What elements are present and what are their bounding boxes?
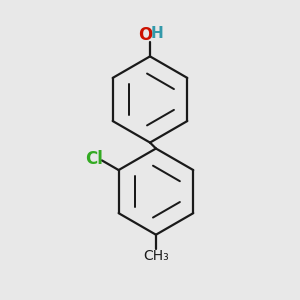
Text: O: O xyxy=(138,26,152,44)
Text: CH₃: CH₃ xyxy=(143,248,169,262)
Text: H: H xyxy=(151,26,164,41)
Text: Cl: Cl xyxy=(85,150,103,168)
